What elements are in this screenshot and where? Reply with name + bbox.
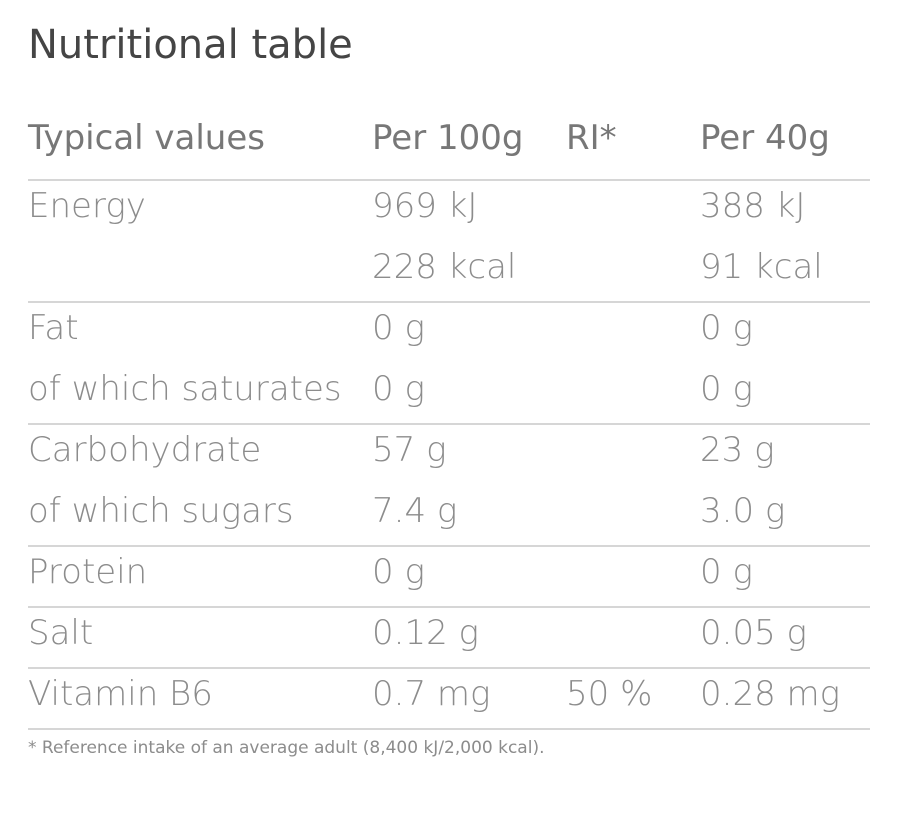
per40-cell: 0.28 mg xyxy=(700,674,841,714)
label-cell: Typical values xyxy=(28,118,265,158)
per40-cell: 0.05 g xyxy=(700,613,807,653)
per40-cell: 91 kcal xyxy=(700,247,823,287)
row-rule xyxy=(28,606,870,608)
per100-cell: 228 kcal xyxy=(372,247,517,287)
row-rule xyxy=(28,423,870,425)
label-cell: Vitamin B6 xyxy=(28,674,213,714)
footnote: * Reference intake of an average adult (… xyxy=(28,738,545,758)
per100-cell: 57 g xyxy=(372,430,447,470)
label-cell: of which sugars xyxy=(28,491,294,531)
label-cell: Salt xyxy=(28,613,94,653)
row-rule xyxy=(28,667,870,669)
per100-cell: 7.4 g xyxy=(372,491,458,531)
per40-cell: 0 g xyxy=(700,552,753,592)
per100-cell: 0.12 g xyxy=(372,613,479,653)
per100-cell: 0 g xyxy=(372,552,425,592)
per100-cell: 0.7 mg xyxy=(372,674,491,714)
per100-cell: 969 kJ xyxy=(372,186,478,226)
per40-cell: 0 g xyxy=(700,369,753,409)
title: Nutritional table xyxy=(28,22,353,68)
per40-cell: Per 40g xyxy=(700,118,830,158)
ri-cell: 50 % xyxy=(566,674,653,714)
ri-cell: RI* xyxy=(566,118,617,158)
per100-cell: 0 g xyxy=(372,369,425,409)
per40-cell: 388 kJ xyxy=(700,186,806,226)
label-cell: Energy xyxy=(28,186,146,226)
row-rule xyxy=(28,545,870,547)
per40-cell: 0 g xyxy=(700,308,753,348)
row-rule xyxy=(28,728,870,730)
label-cell: of which saturates xyxy=(28,369,342,409)
label-cell: Carbohydrate xyxy=(28,430,262,470)
label-cell: Protein xyxy=(28,552,148,592)
per100-cell: Per 100g xyxy=(372,118,524,158)
per40-cell: 23 g xyxy=(700,430,775,470)
row-rule xyxy=(28,301,870,303)
label-cell: Fat xyxy=(28,308,79,348)
per100-cell: 0 g xyxy=(372,308,425,348)
row-rule xyxy=(28,179,870,181)
per40-cell: 3.0 g xyxy=(700,491,786,531)
